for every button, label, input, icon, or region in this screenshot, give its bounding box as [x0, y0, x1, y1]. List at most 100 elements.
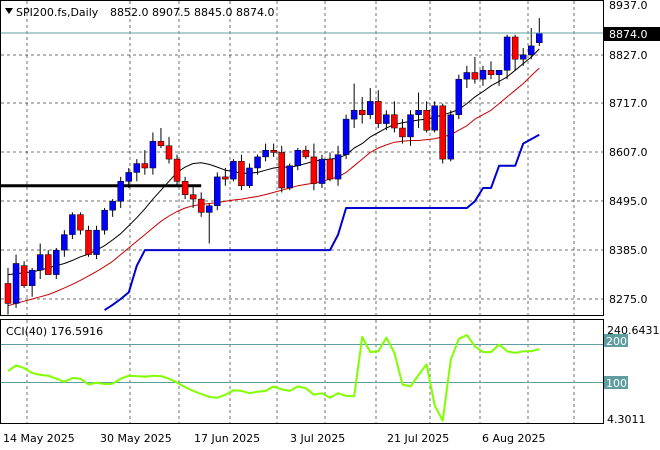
- current-price-marker: [604, 27, 660, 41]
- candle-body: [310, 156, 318, 184]
- candle-body: [141, 163, 149, 169]
- time-label: 6 Aug 2025: [482, 432, 545, 445]
- candle-body: [254, 156, 261, 169]
- candle-body: [36, 254, 44, 271]
- candle-body: [28, 269, 36, 286]
- time-label: 14 May 2025: [3, 432, 75, 445]
- candle-body: [375, 101, 382, 124]
- candle-body: [69, 214, 76, 235]
- time-label: 17 Jun 2025: [194, 432, 260, 445]
- candle-body: [463, 72, 471, 80]
- candle-body: [4, 283, 12, 304]
- cci-tick: 200: [606, 335, 627, 348]
- candle-body: [487, 70, 495, 75]
- candle-body: [61, 234, 68, 251]
- candle-body: [53, 249, 60, 275]
- candle-body: [326, 158, 334, 180]
- candle-body: [101, 209, 108, 231]
- candle-body: [238, 161, 245, 187]
- support-path: [104, 133, 540, 311]
- candle-body: [383, 114, 390, 124]
- candle-body: [173, 158, 181, 182]
- cci-tick: 4.3011: [607, 413, 646, 426]
- candle-body: [302, 149, 310, 158]
- candle-body: [117, 181, 124, 202]
- candle-body: [93, 229, 100, 255]
- candle-body: [262, 149, 269, 158]
- time-label: 30 May 2025: [100, 432, 172, 445]
- candle-body: [447, 114, 454, 160]
- cci-indicator-line: [7, 334, 540, 422]
- candle-body: [246, 167, 253, 187]
- candle-body: [391, 114, 398, 129]
- candle-body: [536, 32, 543, 43]
- candle-body: [511, 36, 519, 60]
- price-tick: 8385.0: [609, 244, 648, 257]
- candle-body: [439, 105, 446, 160]
- ohlc-values: 8852.0 8907.5 8845.0 8874.0: [110, 6, 274, 19]
- cci-level-200-marker: [604, 334, 628, 347]
- candle-body: [471, 72, 479, 80]
- price-tick: 8607.0: [609, 146, 648, 159]
- candle-body: [214, 176, 221, 206]
- cci-label: CCI(40) 176.5916: [6, 325, 103, 338]
- candle-body: [165, 145, 173, 160]
- cci-axis: 240.6431 200 100 4.3011: [604, 324, 660, 426]
- candle-body: [125, 172, 132, 182]
- candle-body: [206, 205, 213, 213]
- candle-body: [358, 110, 366, 115]
- price-axis: 8937.0 8827.0 8717.0 8607.0 8495.0 8385.…: [609, 0, 648, 306]
- price-tick: 8827.0: [609, 49, 648, 62]
- candle-body: [350, 110, 358, 120]
- candle-body: [270, 149, 277, 153]
- candle-body: [503, 36, 511, 71]
- candle-body: [519, 54, 527, 60]
- candle-body: [423, 110, 430, 131]
- triangle-down-icon[interactable]: [5, 8, 13, 14]
- symbol-label: SPI200.fs,Daily: [16, 6, 99, 19]
- price-tick: 8275.0: [609, 293, 648, 306]
- candle-body: [407, 114, 414, 138]
- candle-body: [495, 70, 503, 75]
- candle-body: [399, 127, 406, 138]
- candle-body: [222, 176, 229, 180]
- candle-body: [197, 198, 205, 213]
- candle-body: [342, 118, 350, 155]
- time-label: 21 Jul 2025: [387, 432, 449, 445]
- support-line: [104, 133, 540, 311]
- candle-body: [334, 154, 342, 180]
- candle-body: [286, 165, 293, 189]
- candle-body: [77, 214, 84, 231]
- candle-body: [479, 70, 487, 80]
- time-label: 3 Jul 2025: [290, 432, 345, 445]
- candle-body: [431, 105, 438, 131]
- candle-body: [109, 201, 116, 211]
- candle-body: [318, 158, 326, 184]
- candle-body: [133, 163, 141, 173]
- candle-body: [278, 152, 285, 189]
- candle-body: [149, 141, 157, 169]
- candle-body: [230, 161, 237, 180]
- cci-path: [7, 334, 540, 422]
- candle-body: [20, 265, 28, 286]
- candle-body: [12, 263, 20, 304]
- candle-body: [455, 78, 463, 115]
- candle-body: [85, 229, 92, 255]
- candle-body: [528, 45, 535, 55]
- cci-tick: 240.6431: [607, 324, 660, 337]
- candle-body: [157, 141, 165, 147]
- candle-body: [367, 101, 374, 115]
- time-axis: 14 May 2025 30 May 2025 17 Jun 2025 3 Ju…: [3, 432, 545, 445]
- cci-panel-frame: [0, 319, 604, 424]
- cci-tick: 100: [606, 377, 627, 390]
- price-tick: 8495.0: [609, 195, 648, 208]
- candle-body: [45, 254, 52, 275]
- main-panel-frame: [0, 0, 604, 316]
- candle-body: [181, 181, 189, 195]
- candle-body: [415, 110, 422, 115]
- price-tick: 8717.0: [609, 97, 648, 110]
- candle-body: [189, 194, 197, 200]
- current-price-label: 8874.0: [609, 28, 648, 41]
- cci-level-100-marker: [604, 376, 628, 389]
